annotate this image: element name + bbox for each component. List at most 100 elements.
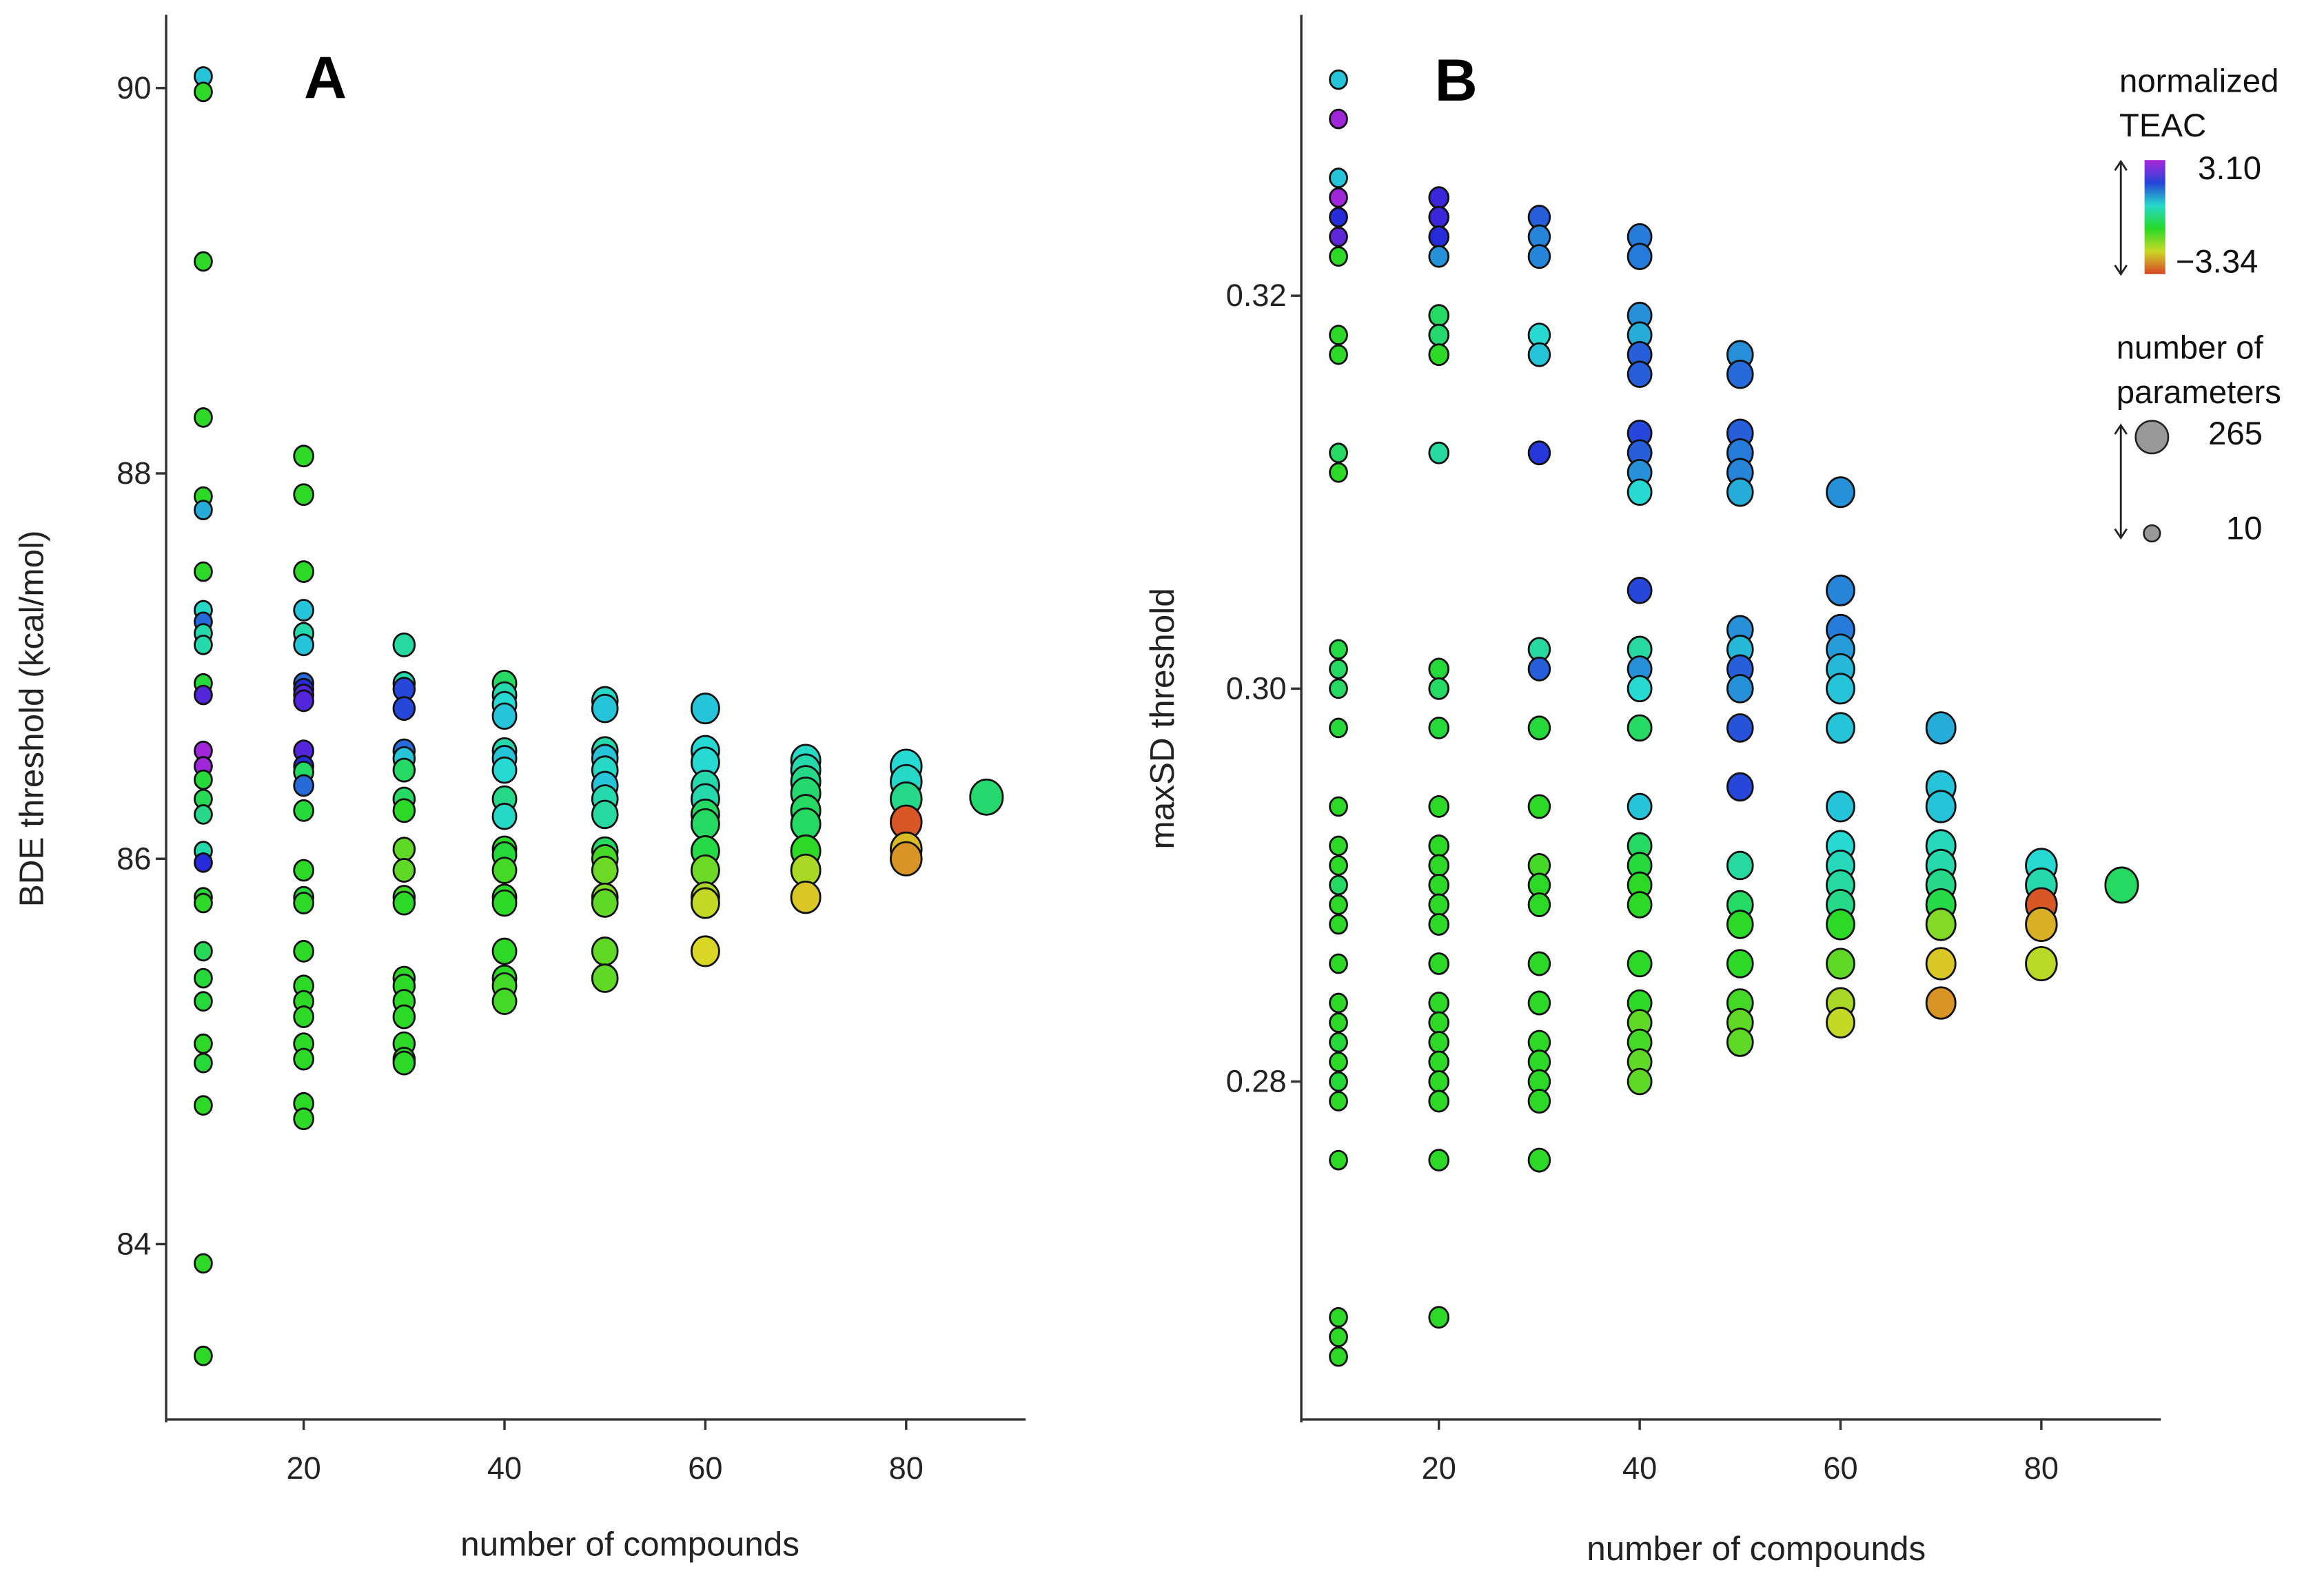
data-point [392, 1004, 416, 1029]
data-point [1329, 442, 1348, 464]
data-point [1428, 677, 1450, 700]
data-point [293, 1107, 314, 1131]
data-point [1329, 187, 1348, 208]
data-point [1527, 990, 1551, 1016]
x-tick-label-a: 40 [487, 1451, 522, 1486]
data-point [1627, 243, 1653, 270]
data-point [1527, 342, 1551, 367]
data-point [1428, 874, 1450, 896]
data-point [1329, 1307, 1348, 1328]
data-point [194, 941, 213, 962]
data-point [194, 1052, 213, 1074]
data-point [1428, 795, 1450, 818]
data-point [1428, 245, 1450, 268]
data-point [2104, 866, 2139, 904]
data-point [1329, 462, 1348, 483]
data-point [1428, 952, 1450, 975]
y-tick-label-a: 86 [116, 841, 151, 876]
data-point [1428, 1070, 1450, 1093]
data-point [1428, 1031, 1450, 1054]
data-point [194, 684, 213, 706]
data-point [1428, 834, 1450, 857]
data-point [1627, 1067, 1653, 1096]
data-point [1329, 678, 1348, 699]
data-point [1428, 716, 1450, 739]
data-point [1726, 359, 1754, 389]
data-point [1329, 344, 1348, 365]
size-legend-min-label: 10 [2226, 511, 2263, 547]
x-tick-label-a: 20 [287, 1451, 321, 1486]
data-point [293, 940, 314, 963]
data-point [491, 987, 518, 1015]
data-point [293, 1047, 314, 1071]
data-point [293, 444, 314, 468]
data-point [194, 500, 213, 520]
panel-label-b: B [1435, 48, 1478, 114]
data-point [2025, 945, 2058, 982]
data-point [1329, 717, 1348, 739]
x-axis-label-a: number of compounds [460, 1526, 799, 1564]
data-point [1428, 304, 1450, 327]
data-point [491, 937, 518, 965]
colorbar [2144, 160, 2165, 274]
data-point [1329, 835, 1348, 857]
data-point [691, 808, 720, 840]
data-point [1428, 441, 1450, 464]
data-point [1627, 360, 1653, 389]
data-point [194, 1253, 213, 1274]
data-point [1329, 1012, 1348, 1033]
data-point [1726, 910, 1754, 939]
data-point [1826, 673, 1855, 705]
data-point [392, 798, 416, 823]
data-point [491, 889, 518, 917]
panel-a: A number of compounds BDE threshold (kca… [13, 14, 1026, 1564]
data-point [392, 858, 416, 883]
data-point [1726, 949, 1754, 978]
colorbar-title-2: TEAC [2119, 107, 2206, 144]
data-point [194, 852, 213, 873]
data-point [491, 802, 518, 830]
data-point [1726, 713, 1754, 743]
data-point [1428, 186, 1450, 209]
data-point [194, 991, 213, 1012]
data-point [1329, 1032, 1348, 1053]
data-point [1428, 657, 1450, 681]
data-point [1428, 1149, 1450, 1172]
data-point [1627, 577, 1653, 604]
data-point [1428, 992, 1450, 1014]
data-point [1726, 674, 1754, 704]
y-tick-label-a: 88 [116, 455, 151, 491]
data-point [1726, 477, 1754, 507]
x-tick-label-a: 60 [688, 1451, 722, 1486]
double-arrow-icon [2114, 159, 2128, 276]
data-point [1826, 790, 1855, 823]
data-point [1329, 796, 1348, 817]
data-point [591, 693, 619, 724]
data-point [1826, 908, 1855, 941]
data-point [293, 859, 314, 882]
data-point [1428, 1306, 1450, 1329]
data-point [293, 689, 314, 713]
data-point [790, 881, 822, 914]
data-point [1726, 850, 1754, 881]
data-point [1329, 69, 1348, 90]
data-point [1329, 1091, 1348, 1111]
x-tick-label-b: 40 [1622, 1451, 1657, 1486]
data-point [1527, 244, 1551, 269]
double-arrow-icon [2114, 423, 2128, 540]
data-point [1627, 675, 1653, 703]
data-point [293, 560, 314, 584]
data-point [1527, 715, 1551, 741]
size-legend-large-marker [2134, 420, 2170, 455]
x-tick-label-b: 60 [1823, 1451, 1857, 1486]
data-point [1428, 1011, 1450, 1034]
data-point [1627, 950, 1653, 978]
colorbar-max-label: 3.10 [2198, 150, 2261, 187]
data-point [1329, 953, 1348, 974]
data-point [491, 857, 518, 884]
data-point [194, 1033, 213, 1054]
data-point [293, 892, 314, 914]
scatter-points-a [194, 66, 1004, 1366]
data-point [1925, 947, 1957, 981]
data-point [1527, 1089, 1551, 1114]
